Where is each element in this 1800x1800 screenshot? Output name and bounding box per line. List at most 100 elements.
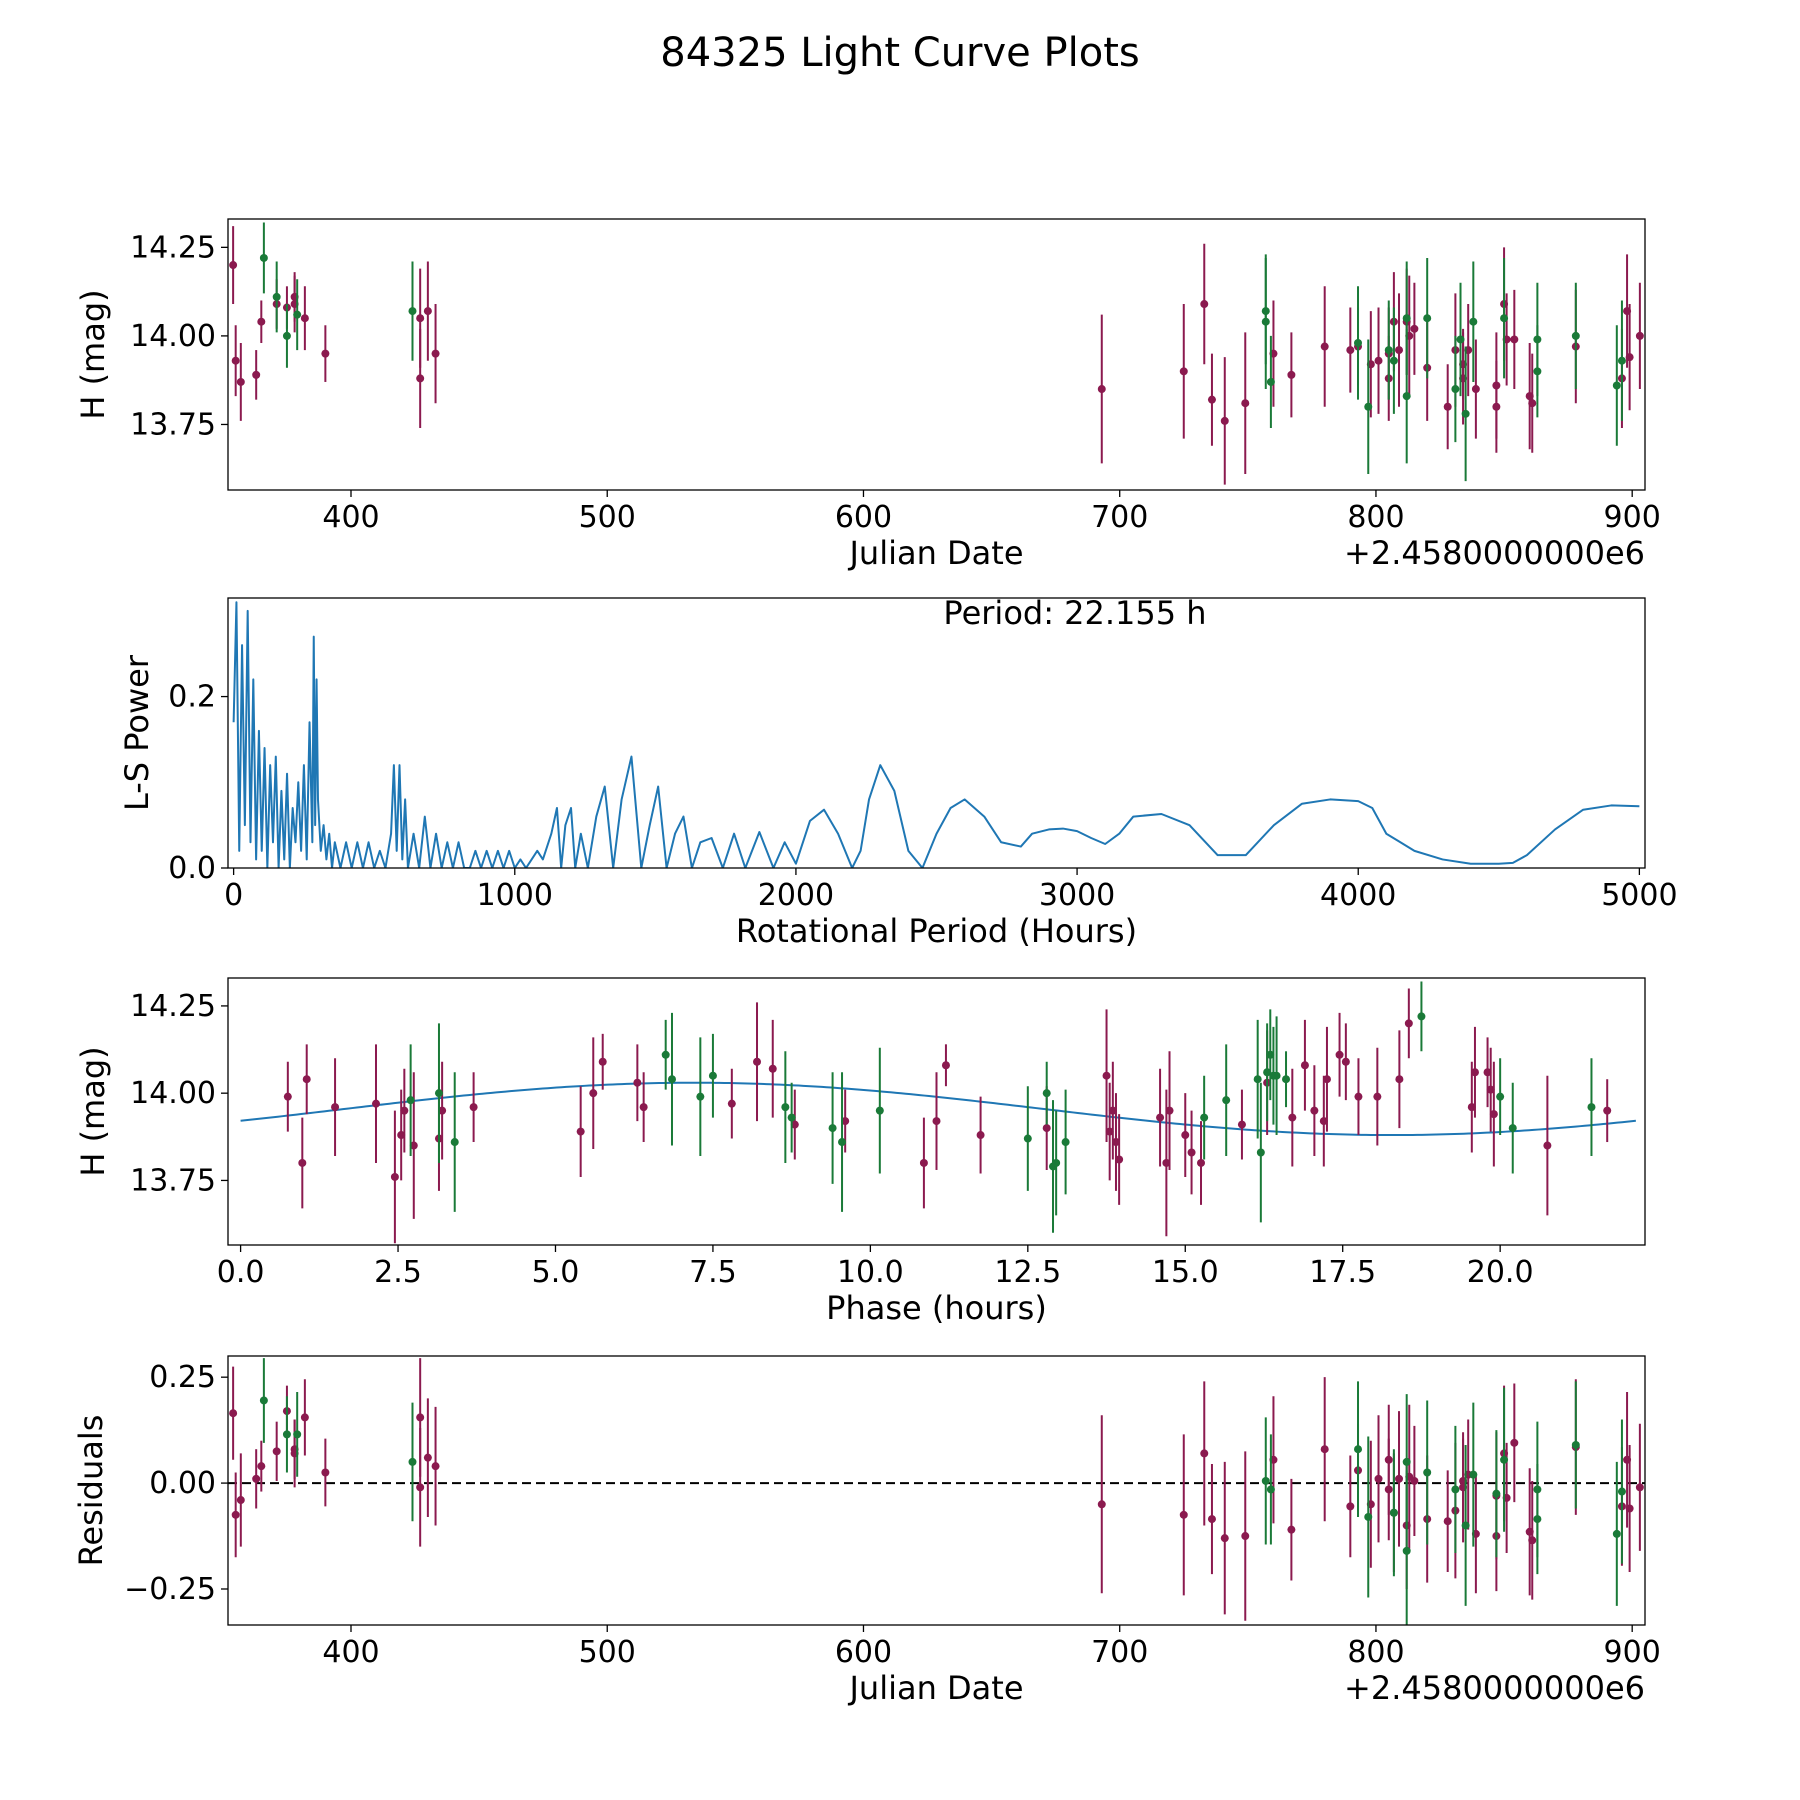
data-point [787,1113,796,1122]
x-tick-label: 3000 [1039,878,1115,913]
data-point [1346,346,1355,355]
y-tick-label: 13.75 [130,1163,216,1198]
x-tick-label: 5.0 [532,1255,580,1290]
data-point [400,1106,409,1115]
panel2-plot-area [232,601,1640,868]
data-point [1187,1148,1196,1157]
data-point [1500,314,1509,323]
panel3-plot-area [240,981,1636,1244]
data-point [431,349,440,358]
data-point [300,314,309,323]
data-point [976,1131,985,1140]
data-point [1635,331,1644,340]
data-point [1571,1440,1580,1449]
x-tick-label: 900 [1604,500,1661,535]
x-tick-label: 15.0 [1152,1255,1219,1290]
panel4-series-green [259,1358,1626,1625]
panel1-series-green [259,222,1626,482]
data-point [423,307,432,316]
data-point [661,1050,670,1059]
data-point [1354,1092,1363,1101]
figure-title: 84325 Light Curve Plots [660,30,1140,76]
data-point [1207,395,1216,404]
axes-frame [227,218,1646,491]
data-point [696,1092,705,1101]
data-point [1402,1457,1411,1466]
data-point [298,1158,307,1167]
data-point [875,1106,884,1115]
data-point [1373,1092,1382,1101]
data-point [397,1131,406,1140]
data-point [1287,370,1296,379]
x-tick-label: 0 [224,878,243,913]
panel2-group: 0 1000 2000 3000 4000 5000 0.0 0.2 Rotational Pe… [118,594,1678,950]
data-point [1181,1131,1190,1140]
x-tick-label: 900 [1604,1635,1661,1670]
data-point [1354,1445,1363,1454]
data-point [1617,1487,1626,1496]
data-point [1374,1474,1383,1483]
data-point [371,1099,380,1108]
data-point [1417,1012,1426,1021]
data-point [1496,1092,1505,1101]
y-tick-label: 0.25 [149,1360,216,1395]
data-point [390,1172,399,1181]
x-axis-label: Rotational Period (Hours) [736,912,1137,950]
data-point [229,261,238,270]
x-tick-label: 4000 [1320,878,1396,913]
data-point [639,1103,648,1112]
data-point [1395,1075,1404,1084]
data-point [1346,1502,1355,1511]
data-point [1443,402,1452,411]
data-point [781,1103,790,1112]
data-point [1470,1068,1479,1077]
data-point [1111,1138,1120,1147]
data-point [1261,1476,1270,1485]
data-point [272,292,281,301]
x-axis-label: Julian Date [847,1669,1023,1707]
data-point [1451,385,1460,394]
data-point [919,1158,928,1167]
panel4-series-magenta [229,1358,1644,1621]
data-point [423,1453,432,1462]
data-point [1241,399,1250,408]
data-point [406,1096,415,1105]
y-tick-label: 14.00 [130,1076,216,1111]
data-point [1402,392,1411,401]
data-point [293,310,302,319]
data-point [1241,1532,1250,1541]
x-tick-label: 7.5 [689,1255,737,1290]
data-point [1410,324,1419,333]
x-tick-label: 5000 [1601,878,1677,913]
data-point [1625,1504,1634,1513]
data-point [431,1462,440,1471]
panel3-series-magenta [283,988,1612,1244]
data-point [667,1075,676,1084]
x-tick-label: 500 [579,500,636,535]
data-point [1471,385,1480,394]
data-point [1404,1019,1413,1028]
data-point [1508,1124,1517,1133]
data-point [1635,1483,1644,1492]
data-point [1105,1127,1114,1136]
y-tick-label: −0.25 [124,1572,216,1607]
y-tick-label: 14.25 [130,989,216,1024]
data-point [236,1496,245,1505]
data-point [932,1117,941,1126]
data-point [1207,1515,1216,1524]
y-tick-label: 0.00 [149,1466,216,1501]
data-point [1423,1468,1432,1477]
data-point [1300,1061,1309,1070]
period-annotation: Period: 22.155 h [943,594,1206,632]
data-point [331,1103,340,1112]
data-point [1612,1529,1621,1538]
data-point [321,349,330,358]
panel4-group: 400 500 600 700 800 900 −0.25 0.00 0.25 Julian Da… [72,1355,1661,1707]
data-point [236,377,245,386]
data-point [409,1141,418,1150]
data-point [1287,1525,1296,1534]
periodogram-line [232,601,1640,868]
data-point [1384,346,1393,355]
data-point [259,253,268,262]
